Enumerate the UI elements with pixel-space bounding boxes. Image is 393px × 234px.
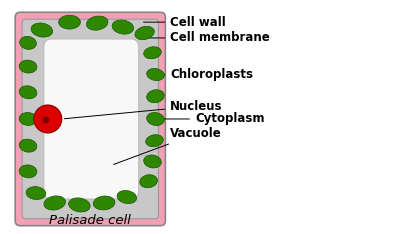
Ellipse shape: [146, 135, 163, 147]
Circle shape: [42, 117, 49, 123]
Circle shape: [34, 105, 62, 133]
Text: Nucleus: Nucleus: [64, 100, 223, 119]
Ellipse shape: [19, 165, 37, 178]
Ellipse shape: [144, 47, 162, 59]
Ellipse shape: [86, 16, 108, 30]
Text: Cell membrane: Cell membrane: [143, 31, 270, 44]
Ellipse shape: [31, 23, 53, 37]
FancyBboxPatch shape: [15, 12, 165, 226]
Ellipse shape: [19, 60, 37, 73]
Text: Vacuole: Vacuole: [114, 127, 222, 165]
Ellipse shape: [19, 139, 37, 152]
Ellipse shape: [26, 187, 46, 200]
Ellipse shape: [144, 155, 162, 168]
Ellipse shape: [135, 26, 154, 40]
Ellipse shape: [59, 15, 81, 29]
Text: Chloroplasts: Chloroplasts: [158, 68, 253, 81]
Ellipse shape: [147, 69, 164, 80]
Ellipse shape: [44, 196, 66, 210]
Ellipse shape: [147, 90, 164, 103]
Ellipse shape: [93, 196, 115, 210]
Text: Cytoplasm: Cytoplasm: [153, 113, 264, 125]
Ellipse shape: [69, 198, 90, 212]
Ellipse shape: [19, 86, 37, 99]
Text: Cell wall: Cell wall: [143, 16, 226, 29]
Ellipse shape: [20, 37, 37, 49]
Ellipse shape: [19, 113, 37, 125]
Text: Palisade cell: Palisade cell: [50, 214, 131, 227]
Ellipse shape: [117, 190, 137, 204]
FancyBboxPatch shape: [22, 19, 158, 219]
FancyBboxPatch shape: [44, 39, 139, 199]
Ellipse shape: [147, 113, 164, 125]
Ellipse shape: [112, 20, 134, 34]
Ellipse shape: [140, 175, 158, 188]
